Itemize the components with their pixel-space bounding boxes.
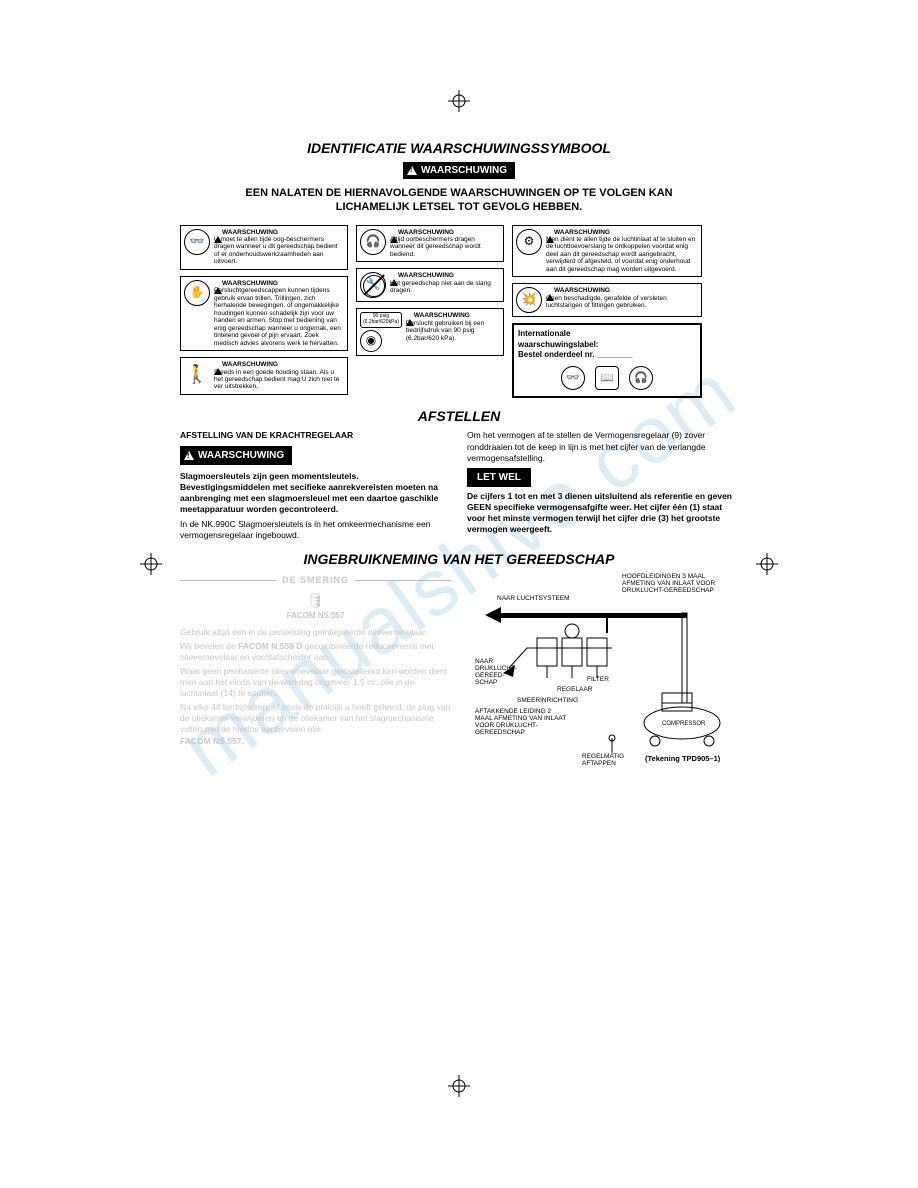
subhead-line2: LICHAMELIJK LETSEL TOT GEVOLG HEBBEN.	[336, 201, 583, 213]
warning-text: Men dient te allen tijde de luchtinlaat …	[546, 236, 695, 273]
goggles-icon: 👓	[184, 229, 210, 255]
warning-triangle-icon	[390, 272, 398, 286]
icon-row: 👓 📖 🎧	[518, 360, 696, 392]
ear-small-icon: 🎧	[629, 366, 653, 390]
afstellen-right-p1: Om het vermogen af te stellen de Vermoge…	[467, 430, 738, 463]
smering-heading: DE SMERING	[282, 575, 349, 587]
warning-text: Geen beschadigde, gerafelde of versleten…	[546, 295, 667, 309]
registration-mark-top	[448, 90, 470, 112]
manual-small-icon: 📖	[595, 366, 619, 390]
warning-label: WAARSCHUWING	[421, 165, 507, 176]
order-line1: Internationale	[518, 329, 570, 338]
oil-can-icon: 🛢	[180, 591, 451, 609]
diagram-label-filter: FILTER	[587, 676, 609, 683]
ear-protection-icon: 🎧	[360, 229, 386, 255]
registration-mark-left	[140, 553, 162, 575]
diagram-drawing-number: (Tekening TPD905–1)	[645, 755, 720, 763]
diagram-label-mainlines: HOOFDLEIDINGEN 3 MAAL AFMETING VAN INLAA…	[622, 573, 732, 594]
warning-label: WAARSCHUWING	[198, 449, 284, 462]
warning-text: Het gereedschap niet aan de slang dragen…	[390, 280, 491, 294]
warning-triangle-icon	[390, 229, 398, 243]
ingebruik-title: INGEBRUIKNEMING VAN HET GEREEDSCHAP	[180, 551, 738, 567]
order-line3: Bestel onderdeel nr. ________	[518, 350, 632, 359]
warning-triangle-icon	[184, 451, 194, 460]
warning-box-disconnect: ⚙ WAARSCHUWING Men dient te allen tijde …	[512, 225, 702, 278]
afstellen-left-heading: AFSTELLING VAN DE KRACHTREGELAAR	[180, 430, 451, 441]
disconnect-air-icon: ⚙	[516, 229, 542, 255]
registration-mark-right	[756, 553, 778, 575]
diagram-label-compressor: COMPRESSOR	[662, 721, 705, 728]
damaged-hose-icon: 💥	[516, 287, 542, 313]
warning-box-ear: 🎧 WAARSCHUWING Altijd oorbeschermers dra…	[356, 225, 504, 263]
warning-box-posture: 🚶 WAARSCHUWING Steeds in een goede houdi…	[180, 357, 348, 395]
bar-label: (6.2bar/620kPa)	[363, 319, 399, 325]
warning-label: WAARSCHUWING	[554, 229, 610, 236]
smering-p3: Waar geen permanente olievernevelaar geï…	[180, 666, 451, 699]
smering-p2a: Wij bevelen de	[180, 641, 238, 651]
diagram-label-drain: REGELMATIG AFTAPPEN	[582, 753, 642, 767]
order-label-box: Internationale waarschuwingslabel: Beste…	[512, 323, 702, 398]
air-system-diagram: HOOFDLEIDINGEN 3 MAAL AFMETING VAN INLAA…	[467, 573, 737, 793]
warning-triangle-icon	[407, 166, 417, 175]
posture-icon: 🚶	[184, 361, 210, 387]
warning-badge-afstellen: WAARSCHUWING	[180, 446, 292, 465]
warning-label: WAARSCHUWING	[222, 229, 278, 236]
afstellen-left-p2: In de NK.990C Slagmoersleutels is in het…	[180, 519, 451, 541]
warning-label: WAARSCHUWING	[398, 229, 454, 236]
warning-text: Steeds in een goede houding staan. Als u…	[214, 369, 339, 391]
letwel-badge: LET WEL	[467, 468, 531, 487]
warning-box-damaged-hose: 💥 WAARSCHUWING Geen beschadigde, gerafel…	[512, 283, 702, 317]
afstellen-title: AFSTELLEN	[180, 408, 738, 424]
diagram-label-to-tool: NAAR DRUKLUCHT-GEREED-SCHAP	[475, 658, 525, 687]
warning-label: WAARSCHUWING	[222, 280, 278, 287]
gauge-icon: ◉	[360, 330, 382, 352]
warning-text: Altijd oorbeschermers dragen wanneer dit…	[390, 236, 481, 258]
diagram-label-regulator: REGELAAR	[557, 686, 592, 693]
product-code: FACOM NS.557	[180, 611, 451, 621]
diagram-label-airsystem: NAAR LUCHTSYSTEEM	[497, 595, 570, 602]
page-title: IDENTIFICATIE WAARSCHUWINGSSYMBOOL	[180, 140, 738, 156]
warning-grid: 👓 WAARSCHUWING U moet te allen tijde oog…	[180, 225, 738, 399]
goggles-small-icon: 👓	[561, 366, 585, 390]
registration-mark-bottom	[448, 1075, 470, 1097]
no-hose-carry-icon: 🔧	[360, 272, 386, 298]
smering-p1: Gebruik altijd een in de persleiding geï…	[180, 627, 451, 638]
diagram-label-lubricator: SMEERINRICHTING	[517, 697, 578, 704]
diagram-label-branch: AFTAKKENDE LEIDING 2 MAAL AFMETING VAN I…	[475, 708, 570, 737]
warning-triangle-icon	[214, 280, 222, 294]
warning-triangle-icon	[546, 229, 554, 243]
afstellen-left-p1: Slagmoersleutels zijn geen momentsleutel…	[180, 471, 451, 515]
subhead-line1: EEN NALATEN DE HIERNAVOLGENDE WAARSCHUWI…	[245, 187, 672, 199]
warning-label: WAARSCHUWING	[222, 361, 278, 368]
warning-text: Persluchtgereedscappen kunnen tijdens ge…	[214, 287, 341, 346]
warning-triangle-icon	[214, 361, 222, 375]
warning-text: Perslucht gebruiken bij een bedrijfsdruk…	[406, 320, 484, 342]
warning-label: WAARSCHUWING	[554, 287, 610, 294]
warning-box-vibration: ✋ WAARSCHUWING Persluchtgereedscappen ku…	[180, 276, 348, 351]
warning-box-hose: 🔧 WAARSCHUWING Het gereedschap niet aan …	[356, 268, 504, 302]
warning-label: WAARSCHUWING	[398, 272, 454, 279]
smering-p2b: FACOM N.558 D	[238, 641, 302, 651]
hand-vibration-icon: ✋	[184, 280, 210, 306]
warning-triangle-icon	[406, 312, 414, 326]
smering-column: DE SMERING 🛢 FACOM NS.557 Gebruik altijd…	[180, 573, 451, 793]
warning-badge-main: WAARSCHUWING	[403, 162, 515, 179]
smering-p5: FACOM NS.557.	[180, 736, 451, 747]
warning-box-goggles: 👓 WAARSCHUWING U moet te allen tijde oog…	[180, 225, 348, 270]
afstellen-right-p2: De cijfers 1 tot en met 3 dienen uitslui…	[467, 491, 738, 535]
warning-triangle-icon	[546, 287, 554, 301]
warning-box-pressure: 90 psig (6.2bar/620kPa) ◉ WAARSCHUWING P…	[356, 308, 504, 356]
warning-triangle-icon	[214, 229, 222, 243]
smering-p4: Na elke 48 bedrijfsuren, of zoals de pra…	[180, 702, 451, 735]
warning-label: WAARSCHUWING	[414, 312, 470, 319]
subheading: EEN NALATEN DE HIERNAVOLGENDE WAARSCHUWI…	[180, 187, 738, 215]
order-line2: waarschuwingslabel:	[518, 340, 598, 349]
warning-text: U moet te allen tijde oog-beschermers dr…	[214, 236, 338, 265]
